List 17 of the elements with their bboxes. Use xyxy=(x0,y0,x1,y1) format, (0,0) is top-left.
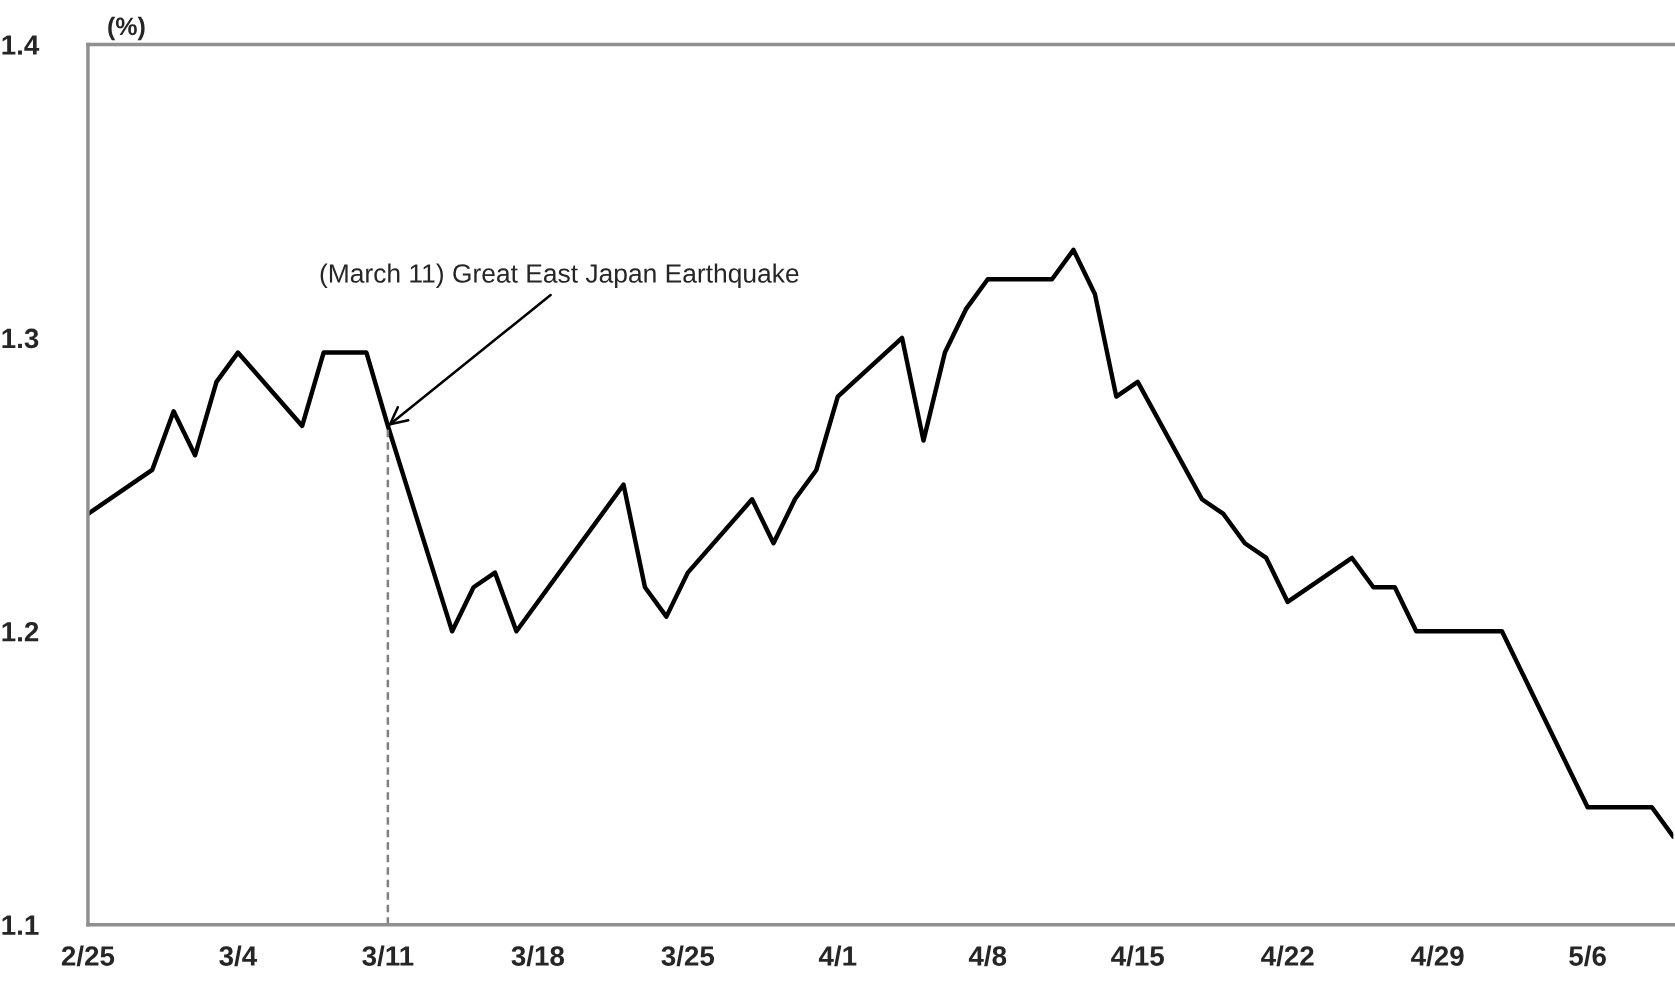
y-axis-title: (%) xyxy=(108,16,145,41)
x-tick-label: 4/22 xyxy=(1261,945,1314,967)
x-tick-label: 3/25 xyxy=(661,945,715,967)
x-tick-label: 3/4 xyxy=(219,945,258,967)
annotation: (March 11) Great East Japan Earthquake xyxy=(320,263,799,289)
x-tick-label: 2/25 xyxy=(61,945,115,967)
x-tick-label: 3/18 xyxy=(511,945,565,967)
x-tick-label: 4/15 xyxy=(1111,945,1164,967)
y-tick-label: 1.2 xyxy=(2,621,39,642)
x-tick-label: 4/8 xyxy=(968,945,1007,967)
x-tick-label: 4/29 xyxy=(1411,945,1464,967)
x-tick-label: 4/1 xyxy=(818,945,857,967)
y-tick-label: 1.4 xyxy=(2,35,40,55)
y-tick-label: 1.3 xyxy=(2,328,39,349)
x-tick-label: 5/6 xyxy=(1569,945,1606,967)
x-tick-label: 3/11 xyxy=(362,945,414,967)
y-tick-label: 1.1 xyxy=(2,915,39,935)
